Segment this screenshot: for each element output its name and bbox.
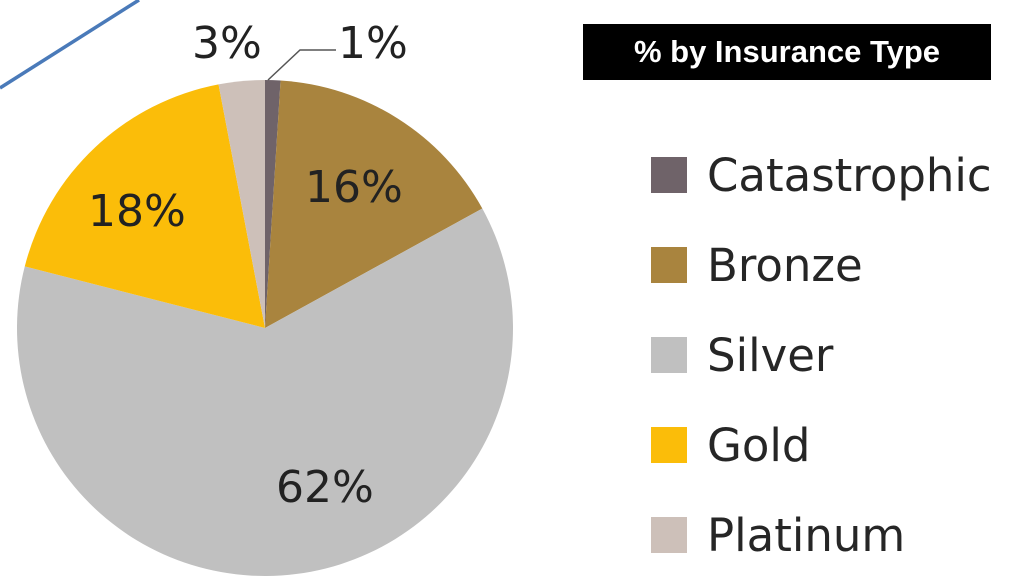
legend-swatch-platinum bbox=[651, 517, 687, 553]
legend-label-catastrophic: Catastrophic bbox=[707, 148, 992, 202]
legend-swatch-bronze bbox=[651, 247, 687, 283]
legend-item-catastrophic: Catastrophic bbox=[651, 130, 992, 220]
legend-label-gold: Gold bbox=[707, 418, 811, 472]
pie-slice-bronze bbox=[265, 80, 483, 329]
pie-slice-gold bbox=[24, 84, 265, 328]
leader-line-catastrophic bbox=[267, 49, 336, 81]
slice-label-silver: 62% bbox=[276, 462, 374, 513]
decorative-line bbox=[0, 0, 140, 90]
pie-slices bbox=[16, 79, 513, 577]
legend-swatch-silver bbox=[651, 337, 687, 373]
legend-title: % by Insurance Type bbox=[583, 24, 991, 80]
legend-item-gold: Gold bbox=[651, 400, 992, 490]
slice-label-platinum: 3% bbox=[192, 18, 262, 69]
legend: Catastrophic Bronze Silver Gold Platinum bbox=[651, 130, 992, 580]
legend-item-platinum: Platinum bbox=[651, 490, 992, 580]
slice-label-catastrophic: 1% bbox=[338, 18, 408, 69]
pie-slice-catastrophic bbox=[265, 80, 281, 328]
legend-label-silver: Silver bbox=[707, 328, 834, 382]
pie-slice-silver bbox=[16, 208, 513, 577]
legend-swatch-catastrophic bbox=[651, 157, 687, 193]
slice-label-bronze: 16% bbox=[305, 162, 403, 213]
legend-label-platinum: Platinum bbox=[707, 508, 906, 562]
slice-label-gold: 18% bbox=[88, 186, 186, 237]
legend-item-bronze: Bronze bbox=[651, 220, 992, 310]
legend-swatch-gold bbox=[651, 427, 687, 463]
legend-item-silver: Silver bbox=[651, 310, 992, 400]
pie-slice-platinum bbox=[218, 79, 265, 328]
legend-label-bronze: Bronze bbox=[707, 238, 863, 292]
